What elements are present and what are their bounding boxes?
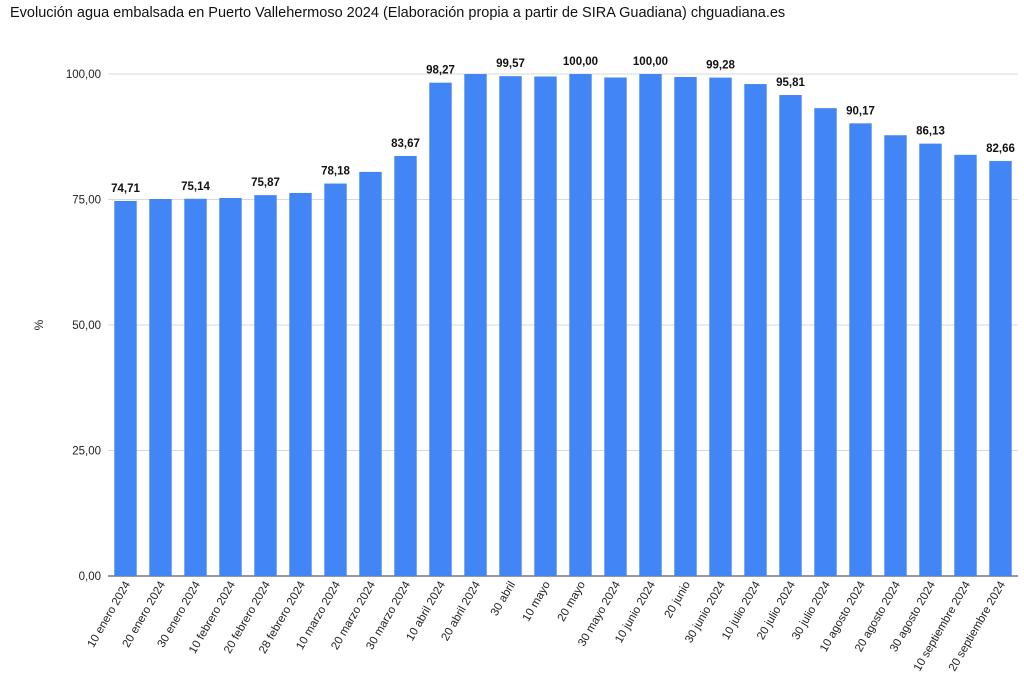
data-label: 99,28 — [706, 60, 735, 72]
bar — [604, 77, 627, 576]
x-tick-label: 20 junio — [663, 580, 694, 621]
gridlines — [108, 73, 1018, 577]
data-label: 90,17 — [846, 105, 875, 117]
bar — [709, 77, 732, 576]
bar — [884, 135, 907, 576]
bar — [639, 74, 662, 576]
data-label: 78,18 — [321, 166, 350, 178]
bar — [534, 76, 557, 576]
y-tick-label: 0,00 — [79, 571, 101, 583]
bar — [184, 198, 207, 577]
y-tick-label: 75,00 — [72, 195, 101, 207]
bar — [814, 108, 837, 577]
bars — [114, 74, 1012, 577]
data-label: 82,66 — [986, 143, 1015, 155]
bar — [499, 76, 522, 576]
bar — [674, 77, 697, 577]
y-tick-label: 50,00 — [72, 320, 101, 332]
data-label: 75,87 — [251, 177, 280, 189]
bar — [394, 155, 417, 576]
data-labels: 74,71 75,14 75,87 78,18 83,67 98,27 99,57 100,0… — [111, 56, 1015, 195]
y-tick-label: 25,00 — [72, 446, 101, 458]
x-tick-label: 20 mayo — [556, 580, 588, 624]
data-label: 86,13 — [916, 126, 945, 138]
bar — [989, 161, 1012, 576]
bar — [569, 74, 592, 576]
bar — [114, 200, 137, 576]
y-axis-label: % — [32, 319, 46, 330]
data-label: 74,71 — [111, 183, 140, 195]
data-label: 100,00 — [633, 56, 668, 68]
bar — [254, 195, 277, 576]
bar — [919, 143, 942, 577]
data-label: 98,27 — [426, 65, 455, 77]
bar — [429, 82, 452, 576]
bar — [464, 74, 487, 576]
bar — [744, 84, 767, 576]
bar — [359, 171, 382, 576]
data-label: 75,14 — [181, 181, 210, 193]
x-tick-label: 10 mayo — [521, 580, 553, 624]
bar — [849, 123, 872, 576]
bar — [954, 154, 977, 576]
y-tick-label: 100,00 — [66, 69, 101, 81]
bar — [324, 183, 347, 576]
data-label: 95,81 — [776, 77, 805, 89]
data-label: 100,00 — [563, 56, 598, 68]
bar — [289, 192, 312, 576]
bar — [219, 197, 242, 576]
chart-title: Evolución agua embalsada en Puerto Valle… — [10, 5, 786, 21]
bar — [779, 95, 802, 576]
bar — [149, 198, 172, 577]
data-label: 83,67 — [391, 138, 420, 150]
data-label: 99,57 — [496, 58, 525, 70]
x-tick-label: 30 abril — [489, 580, 518, 619]
y-axis-ticks: 0,00 25,00 50,00 75,00 100,00 — [66, 69, 101, 583]
